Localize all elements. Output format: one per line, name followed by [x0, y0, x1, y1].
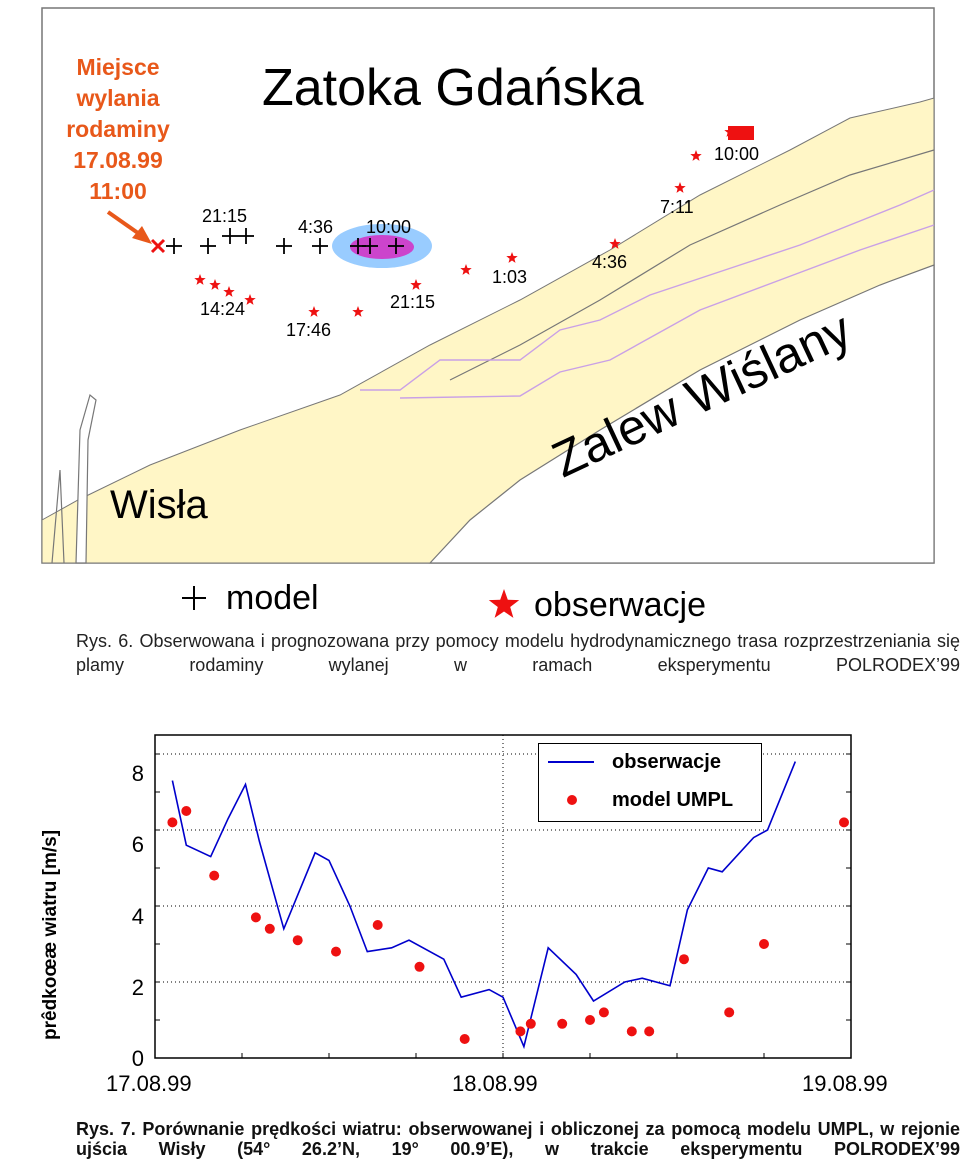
spill-label-line: rodaminy — [66, 116, 170, 142]
legend-dot-icon — [567, 795, 577, 805]
plus-icon — [166, 238, 182, 254]
y-tick-label: 8 — [131, 761, 144, 786]
model-point — [167, 817, 178, 828]
lagoon-coastline — [449, 149, 935, 381]
chart-legend — [538, 743, 762, 822]
spill-label-line: 11:00 — [89, 178, 147, 204]
observation-time-label: 7:11 — [660, 197, 694, 217]
observation-time-label: 17:46 — [286, 320, 332, 340]
plus-icon — [182, 586, 206, 610]
star-icon — [506, 252, 518, 263]
model-point — [644, 1026, 655, 1037]
model-point — [459, 1034, 470, 1044]
x-tick-label: 17.08.99 — [106, 1071, 192, 1096]
star-icon — [674, 182, 686, 193]
x-tick-label: 18.08.99 — [452, 1071, 538, 1096]
model-point — [759, 939, 769, 949]
observation-time-label: 1:03 — [492, 267, 528, 287]
model-point — [331, 946, 341, 957]
model-point — [585, 1015, 595, 1025]
y-axis-label: prêdkoœæ wiatru [m/s] — [40, 829, 61, 1040]
star-icon — [209, 279, 221, 290]
model-point — [292, 935, 303, 946]
river-wisla — [75, 393, 97, 564]
model-time-label: 10:00 — [366, 217, 412, 237]
observation-time-label: 4:36 — [592, 252, 628, 272]
plus-icon — [388, 238, 404, 254]
y-tick-label: 4 — [131, 904, 144, 929]
y-tick-label: 6 — [131, 832, 144, 857]
model-point — [264, 923, 275, 934]
observations-line — [171, 761, 797, 1050]
star-icon — [690, 150, 702, 161]
star-icon — [194, 274, 206, 285]
star-icon — [244, 294, 256, 305]
observation-markers — [194, 126, 754, 317]
figure-7-caption: Rys. 7. Porównanie prędkości wiatru: obs… — [76, 1119, 960, 1159]
model-point — [250, 912, 261, 923]
figure-6-caption: Rys. 6. Obserwowana i prognozowana przy … — [76, 631, 960, 675]
model-point — [414, 961, 425, 972]
model-point — [372, 920, 383, 930]
river-label: Wisła — [110, 483, 208, 527]
legend-observations: obserwacje — [612, 751, 721, 773]
model-point — [515, 1026, 526, 1037]
star-icon — [352, 306, 364, 317]
end-marker-icon — [728, 126, 754, 140]
plus-icon — [276, 238, 292, 254]
map-title: Zatoka Gdańska — [262, 59, 644, 117]
model-point — [525, 1018, 536, 1029]
map-figure — [41, 7, 935, 618]
spill-label-line: wylania — [76, 85, 160, 111]
model-point — [679, 954, 689, 965]
plus-icon — [312, 238, 328, 254]
y-tick-label: 0 — [131, 1046, 144, 1071]
plus-icon — [238, 228, 254, 244]
plus-icon — [222, 228, 238, 244]
y-tick-label: 2 — [131, 975, 144, 1000]
plus-icon — [200, 238, 216, 254]
model-time-label: 4:36 — [298, 217, 334, 237]
model-point — [839, 817, 849, 828]
star-icon — [223, 286, 235, 297]
observation-time-label: 14:24 — [200, 299, 246, 319]
star-icon — [410, 279, 422, 290]
legend-model-label: model — [226, 579, 319, 617]
boundary-line — [360, 189, 935, 391]
model-point — [598, 1007, 609, 1018]
x-tick-label: 19.08.99 — [802, 1071, 888, 1096]
river-wisla-channel — [51, 469, 65, 564]
observation-time-label: 21:15 — [390, 292, 436, 312]
spill-label: Miejsce wylania rodaminy 17.08.99 11:00 — [58, 52, 178, 207]
boundary-line-2 — [399, 224, 935, 399]
star-icon — [460, 264, 472, 275]
model-point — [181, 806, 192, 816]
spill-label-line: Miejsce — [76, 54, 160, 80]
star-icon — [488, 589, 520, 618]
star-icon — [308, 306, 320, 317]
model-time-label: 21:15 — [202, 206, 248, 226]
model-markers — [166, 228, 404, 254]
arrow-icon — [106, 210, 152, 244]
star-icon — [609, 238, 621, 249]
model-point — [557, 1018, 568, 1029]
dye-plume-inner — [350, 235, 414, 259]
cross-icon — [150, 238, 166, 254]
model-point — [626, 1026, 637, 1037]
observation-time-label: 10:00 — [714, 144, 760, 164]
legend-observations-label: obserwacje — [534, 586, 706, 624]
legend-model: model UMPL — [612, 789, 734, 811]
plus-icon — [362, 238, 378, 254]
spill-label-line: 17.08.99 — [73, 147, 163, 173]
model-point — [209, 870, 220, 881]
lagoon-area — [428, 264, 935, 564]
model-point — [724, 1007, 735, 1018]
